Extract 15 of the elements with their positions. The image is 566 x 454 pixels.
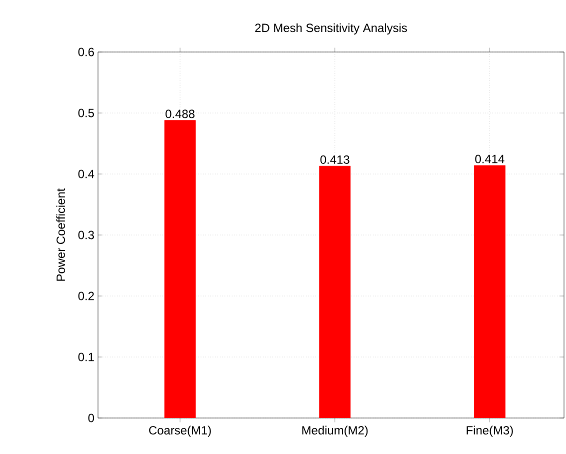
y-axis-title: Power Coefficient bbox=[56, 188, 66, 281]
y-tick-label: 0.5 bbox=[78, 108, 94, 118]
y-tick-label: 0.4 bbox=[78, 170, 94, 178]
chart-title: 2D Mesh Sensitivity Analysis bbox=[255, 23, 407, 35]
y-tick-label: 0.3 bbox=[78, 230, 94, 240]
x-tick-label: Coarse(M1) bbox=[149, 426, 211, 437]
x-tick-label: Fine(M3) bbox=[466, 426, 513, 437]
y-tick-label: 0 bbox=[88, 414, 94, 422]
data-label: 0.414 bbox=[475, 154, 504, 164]
y-tick-label: 0.6 bbox=[78, 48, 94, 56]
y-tick-label: 0.1 bbox=[78, 352, 94, 362]
x-tick-label: Medium(M2) bbox=[302, 426, 368, 437]
data-label: 0.488 bbox=[166, 110, 194, 118]
y-tick-label: 0.2 bbox=[78, 292, 94, 300]
data-label: 0.413 bbox=[320, 155, 350, 164]
